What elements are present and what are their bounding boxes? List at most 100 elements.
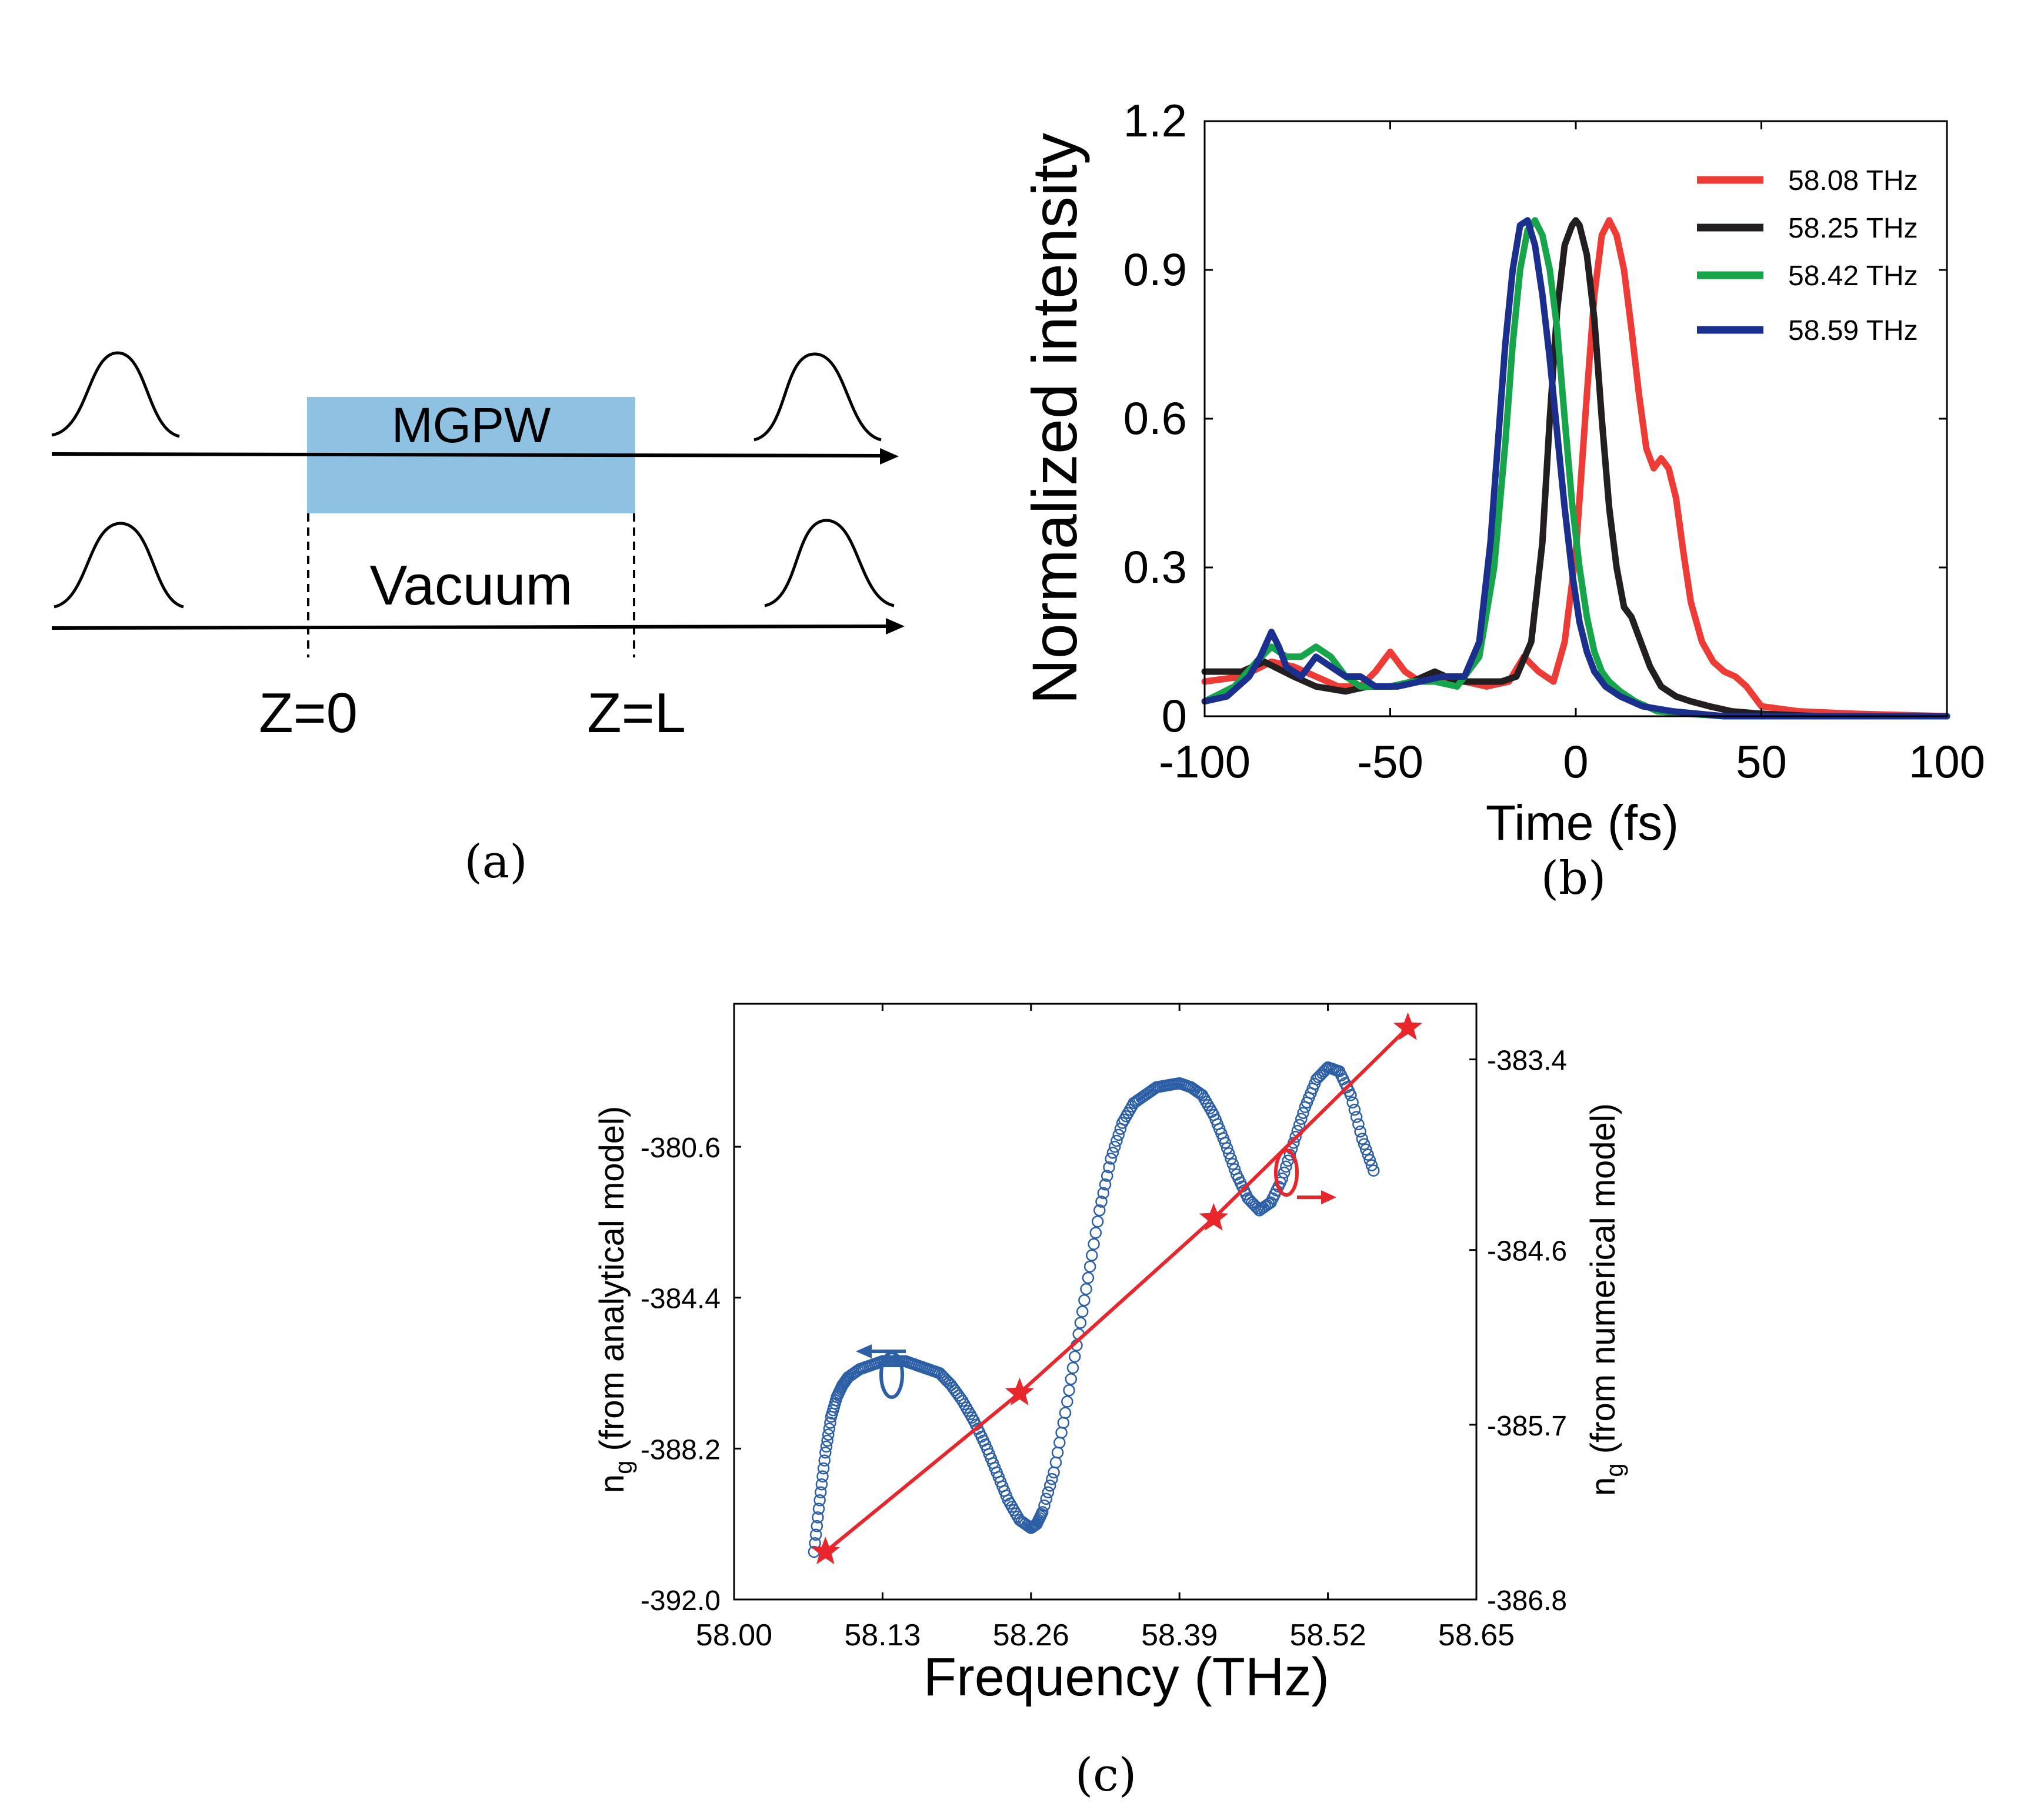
- panel-c-xtick-label-4: 58.52: [1290, 1618, 1366, 1652]
- panel-c-analytical-point-244: [1226, 1158, 1239, 1170]
- output-pulse-lower: [764, 519, 895, 607]
- panel-c-analytical-point-5: [812, 1502, 825, 1515]
- panel-c-numerical-series: [811, 1012, 1423, 1564]
- output-pulse-upper: [753, 352, 882, 442]
- panel-c-analytical-point-172: [1089, 1227, 1102, 1239]
- panel-c-analytical-point-145: [1038, 1499, 1051, 1512]
- panel-c-analytical-point-166: [1078, 1294, 1091, 1307]
- vacuum-label: Vacuum: [369, 554, 572, 617]
- panel-c-numerical-star-1: [1005, 1377, 1035, 1405]
- panel-c-analytical-point-181: [1106, 1147, 1119, 1159]
- panel-c-left-ytick-label-0: -392.0: [641, 1585, 721, 1617]
- panel-c-analytical-point-155: [1057, 1417, 1070, 1429]
- panel-c-analytical-point-150: [1048, 1466, 1060, 1479]
- panel-b-xtick-label-2: 0: [1563, 736, 1588, 787]
- panel-b-series-line-2: [1201, 217, 1950, 720]
- panel-a-caption: (a): [464, 836, 527, 889]
- panel-c-analytical-point-179: [1103, 1161, 1115, 1174]
- panel-c-analytical-point-175: [1095, 1195, 1108, 1208]
- panel-c-analytical-point-306: [1345, 1089, 1357, 1101]
- panel-c-analytical-point-16: [823, 1422, 836, 1435]
- panel-b-y-axis-label: Normalized intensity: [1019, 133, 1090, 704]
- panel-c-analytical-point-9: [816, 1470, 829, 1482]
- panel-b-x-axis-label: Time (fs): [1486, 795, 1679, 850]
- panel-c-left-ytick-label-3: -380.6: [641, 1133, 721, 1164]
- panel-c-analytical-point-15: [822, 1428, 835, 1441]
- panel-c-analytical-point-157: [1061, 1395, 1073, 1408]
- panel-c-right-ytick-label-3: -383.4: [1487, 1046, 1567, 1077]
- panel-c-analytical-point-315: [1362, 1148, 1374, 1161]
- panel-c-right-ytick-label-0: -386.8: [1487, 1585, 1567, 1617]
- left-axis-label-subscript: g: [609, 1461, 637, 1474]
- panel-b-series-line-0: [1201, 217, 1950, 720]
- panel-c-x-axis-label: Frequency (THz): [923, 1647, 1329, 1707]
- panel-b-legend-label-1: 58.25 THz: [1788, 213, 1918, 244]
- panel-c-analytical-point-241: [1221, 1142, 1233, 1154]
- panel-c-analytical-point-152: [1051, 1446, 1064, 1459]
- panel-c-analytical-point-256: [1249, 1200, 1262, 1213]
- svg-text:ng (from analytical model): ng (from analytical model): [593, 1106, 637, 1493]
- panel-b-ytick-label-3: 0.9: [1123, 243, 1187, 295]
- panel-c-numerical-line: [824, 1026, 1409, 1554]
- left-axis-indicator-arrowhead: [856, 1344, 872, 1358]
- panel-c-analytical-point-144: [1036, 1506, 1049, 1518]
- panel-c-analytical-point-3: [811, 1520, 823, 1532]
- panel-c-analytical-point-307: [1346, 1096, 1359, 1108]
- panel-c-right-axis-label: ng (from numerical model): [1584, 1103, 1628, 1496]
- panel-c-analytical-point-149: [1046, 1472, 1058, 1485]
- right-axis-indicator-ellipse: [1274, 1148, 1299, 1197]
- panel-c-analytical-point-151: [1049, 1456, 1062, 1469]
- panel-c-chart: 58.00 58.13 58.26 58.39 58.52 58.65 -392.0 -388…: [593, 1003, 1628, 1802]
- panel-c-analytical-point-159: [1065, 1372, 1078, 1385]
- panel-c-numerical-star-0: [811, 1537, 841, 1564]
- panel-c-analytical-point-153: [1053, 1436, 1066, 1449]
- panel-c-analytical-point-148: [1043, 1480, 1056, 1492]
- panel-c-left-ytick-label-2: -384.4: [641, 1284, 721, 1315]
- panel-c-analytical-point-310: [1352, 1118, 1365, 1131]
- panel-c-right-ytick-label-2: -384.6: [1487, 1236, 1567, 1267]
- panel-b-xtick-label-3: 50: [1736, 736, 1787, 787]
- panel-c-analytical-point-174: [1093, 1204, 1106, 1217]
- input-pulse-upper: [51, 351, 180, 438]
- panel-c-axis-ticks: 58.00 58.13 58.26 58.39 58.52 58.65 -392.0 -388…: [641, 1004, 1567, 1652]
- panel-c-analytical-point-312: [1356, 1133, 1369, 1145]
- panel-b-legend-label-3: 58.59 THz: [1788, 315, 1918, 346]
- input-pulse-lower: [54, 522, 184, 609]
- panel-c-plot-frame: [733, 1003, 1478, 1601]
- panel-c-analytical-point-177: [1099, 1178, 1112, 1191]
- lower-propagation-axis: [51, 625, 892, 630]
- panel-c-analytical-point-243: [1225, 1153, 1237, 1165]
- panel-c-analytical-point-10: [817, 1462, 830, 1475]
- panel-b-xtick-label-4: 100: [1909, 736, 1985, 787]
- panel-c-analytical-point-309: [1350, 1111, 1363, 1123]
- panel-c-analytical-point-271: [1278, 1166, 1291, 1179]
- panel-c-analytical-point-281: [1297, 1107, 1309, 1119]
- panel-c-left-ytick-label-1: -388.2: [641, 1434, 721, 1465]
- panel-a-schematic: MGPW Vacuum Z=0 Z=L (a): [51, 351, 905, 889]
- panel-c-xtick-label-2: 58.26: [993, 1618, 1069, 1652]
- panel-c-analytical-point-182: [1108, 1140, 1121, 1153]
- panel-c-analytical-point-147: [1042, 1486, 1055, 1498]
- left-axis-label-rest: (from analytical model): [593, 1106, 631, 1461]
- right-axis-indicator-arrowhead: [1321, 1190, 1336, 1204]
- panel-c-analytical-point-164: [1074, 1317, 1087, 1329]
- panel-c-analytical-point-184: [1112, 1128, 1125, 1141]
- panel-c-xtick-label-0: 58.00: [696, 1618, 772, 1652]
- upper-arrowhead: [880, 448, 899, 465]
- panel-c-analytical-point-11: [818, 1454, 831, 1467]
- panel-c-analytical-point-146: [1040, 1492, 1052, 1505]
- panel-c-analytical-point-240: [1219, 1137, 1232, 1149]
- panel-c-analytical-point-6: [813, 1494, 826, 1507]
- panel-c-analytical-point-183: [1111, 1134, 1123, 1147]
- z0-label: Z=0: [259, 682, 358, 744]
- panel-c-analytical-point-277: [1289, 1130, 1302, 1143]
- panel-c-analytical-point-180: [1105, 1153, 1117, 1165]
- upper-propagation-axis: [51, 452, 886, 457]
- panel-c-analytical-point-273: [1282, 1154, 1294, 1167]
- panel-c-analytical-point-169: [1083, 1260, 1096, 1273]
- panel-b-xtick-label-0: -100: [1159, 736, 1251, 787]
- panel-c-analytical-point-313: [1358, 1138, 1371, 1150]
- panel-c-analytical-point-317: [1365, 1159, 1378, 1171]
- svg-text:ng (from numerical model): ng (from numerical model): [1584, 1103, 1628, 1496]
